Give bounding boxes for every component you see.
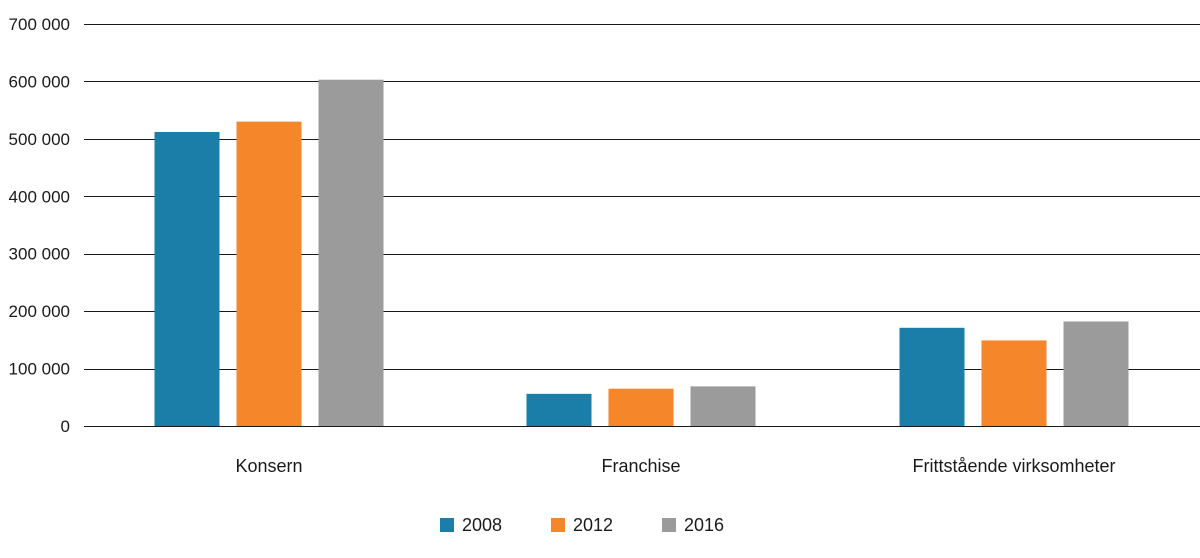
x-category-label: Konsern — [235, 456, 302, 476]
legend-label-2012: 2012 — [573, 515, 613, 535]
bar-2016-0 — [318, 79, 384, 426]
legend-swatch-2016 — [662, 518, 676, 532]
y-axis-tick-labels: 0 100 000 200 000 300 000 400 000 500 000 600 … — [9, 15, 70, 436]
y-tick-label: 700 000 — [9, 15, 70, 34]
x-axis-category-labels: Konsern Franchise Frittstående virksomhete… — [235, 456, 1115, 476]
bar-2012-0 — [236, 121, 302, 426]
bar-2008-0 — [154, 131, 220, 427]
y-tick-label: 600 000 — [9, 72, 70, 91]
x-category-label: Franchise — [601, 456, 680, 476]
bar-2012-2 — [981, 340, 1047, 426]
y-tick-label: 0 — [61, 417, 70, 436]
bar-2016-2 — [1063, 321, 1129, 426]
legend-swatch-2008 — [440, 518, 454, 532]
x-category-label: Frittstående virksomheter — [912, 456, 1115, 476]
bar-2008-1 — [526, 393, 592, 426]
bar-2016-1 — [690, 386, 756, 426]
legend-label-2016: 2016 — [684, 515, 724, 535]
bars — [154, 79, 1129, 427]
legend: 2008 2012 2016 — [440, 515, 724, 535]
legend-swatch-2012 — [551, 518, 565, 532]
y-tick-label: 100 000 — [9, 360, 70, 379]
y-tick-label: 400 000 — [9, 187, 70, 206]
y-tick-label: 300 000 — [9, 245, 70, 264]
bar-2008-2 — [899, 327, 965, 426]
legend-label-2008: 2008 — [462, 515, 502, 535]
y-tick-label: 500 000 — [9, 130, 70, 149]
y-tick-label: 200 000 — [9, 302, 70, 321]
bar-2012-1 — [608, 388, 674, 426]
